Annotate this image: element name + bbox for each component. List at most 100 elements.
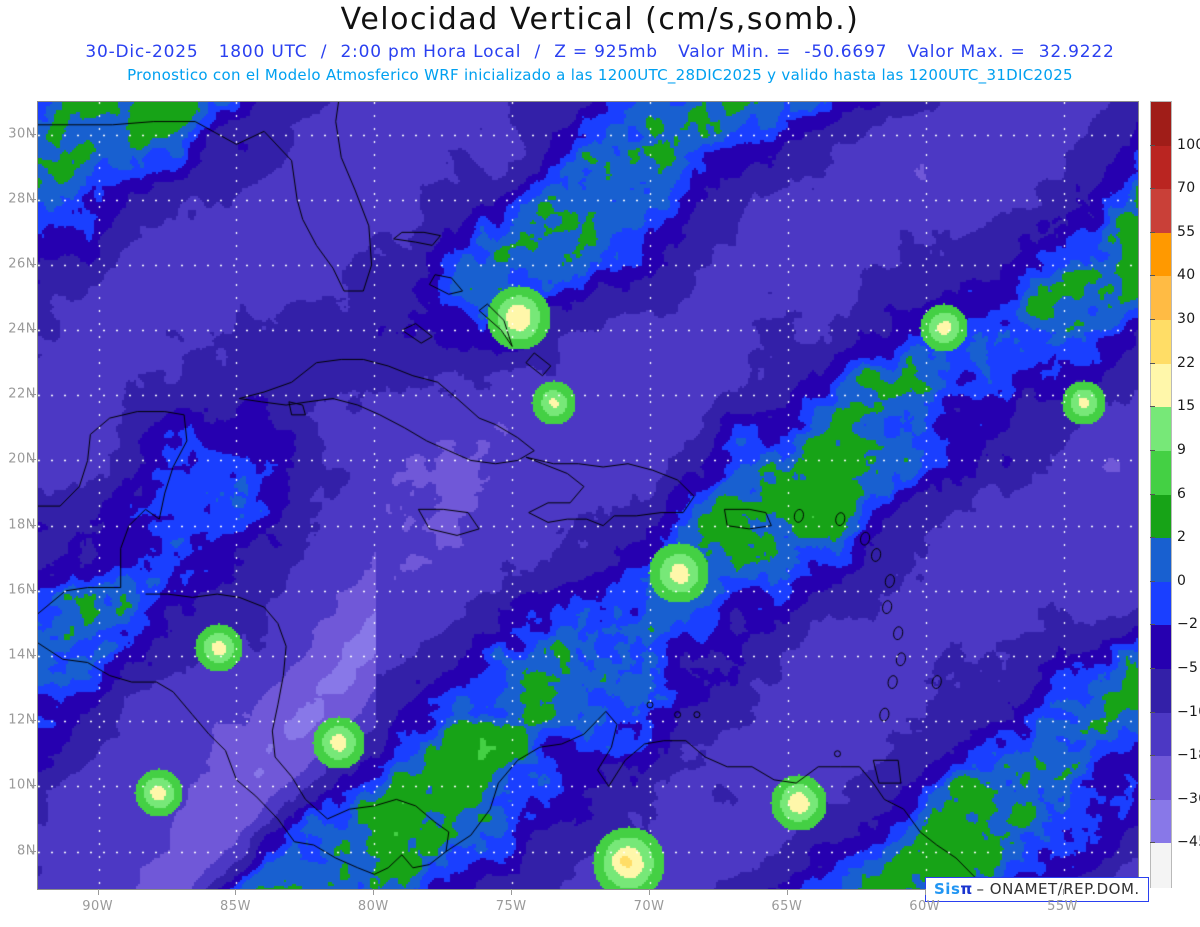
forecast-time-utc: 1800 UTC [218, 42, 308, 62]
logo-sis-text: Sis [934, 880, 961, 898]
value-min: -50.6697 [804, 42, 888, 62]
y-axis-tick [30, 133, 36, 135]
page-title: Velocidad Vertical (cm/s,somb.) [340, 2, 860, 37]
colorbar-band [1151, 799, 1171, 844]
y-axis-tick [30, 459, 36, 461]
colorbar-tick [1150, 362, 1155, 364]
colorbar-tick-label: −45 [1177, 834, 1200, 851]
colorbar-band [1151, 189, 1171, 234]
colorbar-tick [1150, 231, 1155, 233]
map-plot-area[interactable] [37, 101, 1139, 890]
x-axis-label: 80W [357, 899, 389, 914]
colorbar-band [1151, 756, 1171, 801]
colorbar-band [1151, 102, 1171, 147]
colorbar-tick [1150, 624, 1155, 626]
colorbar-band [1151, 625, 1171, 670]
colorbar-tick-label: −5 [1177, 659, 1199, 676]
forecast-time-local: 2:00 pm Hora Local [340, 42, 522, 62]
colorbar-tick-label: 0 [1177, 572, 1187, 589]
colorbar-tick [1150, 188, 1155, 190]
colorbar-band [1151, 450, 1171, 496]
y-axis-tick [30, 263, 36, 265]
colorbar-tick [1150, 711, 1155, 713]
x-axis-tick [1062, 889, 1064, 895]
y-axis-tick [30, 329, 36, 331]
y-axis-label: 24N [8, 321, 36, 337]
colorbar-tick [1150, 319, 1155, 321]
colorbar-band [1151, 668, 1171, 714]
colorbar-tick-label: 30 [1177, 311, 1196, 328]
colorbar-tick-label: −30 [1177, 790, 1200, 807]
colorbar-tick [1150, 798, 1155, 800]
logo-agency-text: – ONAMET/REP.DOM. [976, 880, 1140, 898]
y-axis-tick [30, 198, 36, 200]
colorbar-tick [1150, 842, 1155, 844]
colorbar-tick-label: 15 [1177, 398, 1196, 415]
colorbar-tick-label: −18 [1177, 747, 1200, 764]
colorbar-tick-label: 6 [1177, 485, 1187, 502]
colorbar-tick [1150, 144, 1155, 146]
colorbar-band [1151, 538, 1171, 583]
x-axis-label: 55W [1047, 899, 1079, 914]
y-axis-label: 30N [8, 126, 36, 142]
y-axis-label: 10N [8, 777, 36, 793]
y-axis-label: 12N [8, 712, 36, 728]
colorbar-tick-label: 22 [1177, 354, 1196, 371]
forecast-info-line: 30-Dic-2025 1800 UTC / 2:00 pm Hora Loca… [0, 42, 1200, 62]
y-axis-label: 14N [8, 647, 36, 663]
x-axis-tick [924, 889, 926, 895]
colorbar-tick [1150, 755, 1155, 757]
y-axis-label: 20N [8, 451, 36, 467]
y-axis-label: 16N [8, 582, 36, 598]
colorbar-band [1151, 145, 1171, 190]
colorbar-tick-label: 55 [1177, 223, 1196, 240]
colorbar-band [1151, 712, 1171, 757]
y-axis-tick [30, 720, 36, 722]
colorbar-tick [1150, 493, 1155, 495]
y-axis-tick [30, 589, 36, 591]
forecast-level: Z = 925mb [554, 42, 658, 62]
x-axis-tick [235, 889, 237, 895]
colorbar-tick-label: −10 [1177, 703, 1200, 720]
attribution-logo: Sisπ – ONAMET/REP.DOM. [925, 877, 1149, 902]
colorbar-band [1151, 276, 1171, 321]
value-min-label: Valor Min. = [678, 42, 792, 62]
y-axis-label: 28N [8, 191, 36, 207]
colorbar-band [1151, 843, 1171, 888]
x-axis-tick [373, 889, 375, 895]
forecast-date: 30-Dic-2025 [85, 42, 199, 62]
x-axis-label: 75W [495, 899, 527, 914]
separator-2: / [534, 42, 541, 62]
colorbar-tick [1150, 406, 1155, 408]
colorbar-band [1151, 407, 1171, 452]
logo-tt-icon: π [960, 880, 972, 898]
colorbar-tick [1150, 580, 1155, 582]
colorbar-band [1151, 494, 1171, 539]
x-axis-tick [97, 889, 99, 895]
separator-1: / [320, 42, 328, 62]
colorbar-tick-label: 70 [1177, 180, 1196, 197]
y-axis-tick [30, 850, 36, 852]
colorbar-tick [1150, 449, 1155, 451]
x-axis-label: 85W [220, 899, 251, 914]
value-max-label: Valor Max. = [907, 42, 1026, 62]
colorbar-tick-label: −2 [1177, 616, 1199, 633]
colorbar-tick-label: 9 [1177, 441, 1187, 458]
x-axis-label: 65W [771, 899, 803, 914]
colorbar-tick-label: 100 [1177, 136, 1200, 153]
colorbar-tick [1150, 667, 1155, 669]
y-axis-tick [30, 785, 36, 787]
value-max: 32.9222 [1038, 42, 1115, 62]
y-axis-tick [30, 524, 36, 526]
colorbar [1150, 101, 1172, 888]
model-description-line: Pronostico con el Modelo Atmosferico WRF… [127, 66, 1073, 84]
colorbar-tick-label: 2 [1177, 529, 1187, 546]
colorbar-band [1151, 320, 1171, 365]
x-axis-tick [786, 889, 788, 895]
y-axis-label: 26N [8, 256, 36, 272]
x-axis-label: 60W [909, 899, 941, 914]
y-axis-tick [30, 654, 36, 656]
y-axis-label: 8N [17, 843, 36, 859]
y-axis-label: 22N [8, 386, 36, 402]
colorbar-band [1151, 581, 1171, 626]
